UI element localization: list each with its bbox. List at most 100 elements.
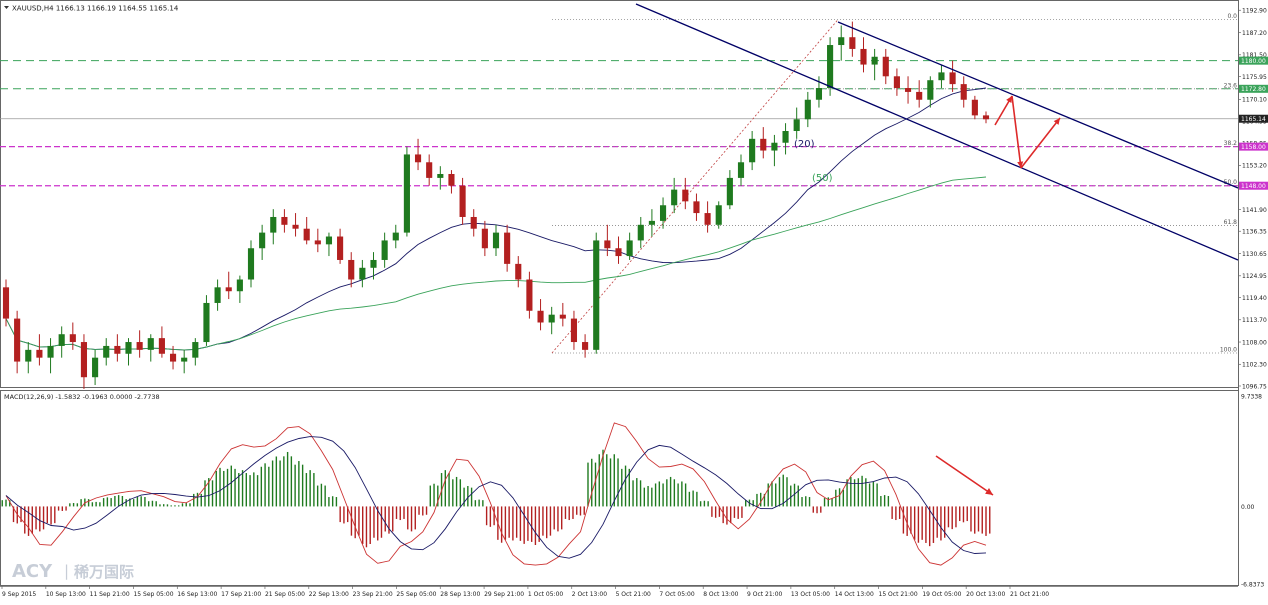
candle-body [537, 310, 544, 323]
channel-lower-line [635, 3, 1239, 261]
fib-level-label: 61.8 [1224, 219, 1238, 226]
candle [437, 166, 444, 190]
candle [938, 64, 945, 89]
candle-body [203, 302, 210, 343]
price-tag-label: 1165.14 [1241, 116, 1266, 123]
candle-body [559, 314, 566, 319]
candle [426, 154, 433, 186]
candle [69, 322, 76, 350]
candle [715, 201, 722, 229]
chart-menu-triangle-icon[interactable] [4, 6, 9, 9]
x-tick-label: 21 Oct 21:00 [1010, 591, 1049, 598]
candle-body [348, 259, 355, 280]
watermark-brand: ACY [12, 561, 53, 582]
candle-body [526, 279, 533, 311]
x-tick-label: 9 Sep 2015 [2, 591, 36, 598]
candle [80, 334, 88, 389]
candle-body [259, 232, 266, 249]
x-tick-label: 8 Oct 13:00 [703, 591, 738, 598]
candle [203, 295, 210, 346]
x-tick-label: 7 Oct 05:00 [659, 591, 694, 598]
candle [492, 224, 500, 257]
candle-body [760, 138, 767, 151]
x-tick-label: 22 Sep 13:00 [309, 591, 349, 598]
y-tick-label: 1141.90 [1242, 207, 1267, 214]
candle [481, 220, 488, 257]
candle-body [214, 287, 221, 303]
candle [470, 209, 477, 237]
candle [337, 228, 344, 264]
time-x-axis: 9 Sep 2015 10 Sep 13:00 11 Sep 21:00 15 Sep… [0, 586, 1238, 598]
candle [303, 216, 310, 245]
candle-body [515, 263, 522, 280]
candle [682, 177, 689, 210]
candle-body [604, 240, 611, 249]
candle-body [570, 318, 578, 343]
acy-watermark-logo: ACY | 稀万国际 [12, 561, 134, 582]
candle [281, 209, 288, 233]
candle-body [626, 240, 633, 257]
candle [169, 345, 177, 370]
candle-body [25, 349, 32, 362]
candle [637, 216, 644, 249]
candle-body [782, 131, 789, 143]
candle [537, 299, 544, 331]
candle-body [860, 48, 867, 65]
candle-body [715, 205, 722, 225]
x-tick-label: 2 Oct 13:00 [572, 591, 607, 598]
x-tick-label: 11 Sep 21:00 [90, 591, 130, 598]
x-tick-label: 5 Oct 21:00 [616, 591, 651, 598]
macd-y-tick-label: 9.7338 [1241, 394, 1262, 401]
candle-body [426, 162, 433, 178]
price-axis-bg [1239, 0, 1268, 601]
candle [804, 91, 811, 128]
candle [325, 232, 333, 257]
candle [648, 209, 655, 237]
candle [292, 213, 299, 237]
candle [570, 310, 578, 350]
candle [749, 131, 756, 171]
candle-body [448, 173, 455, 186]
candle-body [92, 357, 99, 378]
candle [893, 68, 900, 96]
candle-body [637, 224, 644, 241]
candle [359, 259, 366, 288]
y-tick-label: 1187.20 [1242, 30, 1267, 37]
x-tick-label: 23 Sep 21:00 [353, 591, 393, 598]
candle-body [904, 88, 912, 92]
candle [181, 349, 188, 374]
candle-body [2, 287, 10, 319]
y-tick-label: 1096.75 [1242, 383, 1267, 390]
candle [916, 80, 923, 108]
y-tick-label: 1175.95 [1242, 74, 1267, 81]
candle [793, 107, 800, 139]
macd-signal-line [5, 436, 987, 559]
candle [414, 138, 422, 171]
x-tick-label: 21 Sep 05:00 [265, 591, 305, 598]
price-tag-label: 1148.00 [1241, 183, 1266, 190]
candle [548, 306, 555, 335]
candle-body [392, 232, 399, 241]
x-tick-label: 9 Oct 21:00 [747, 591, 782, 598]
candle-body [615, 248, 622, 257]
candle-body [893, 76, 900, 89]
candle-body [960, 84, 967, 100]
candle [314, 228, 321, 253]
macd-indicator: 9.7338 0.00 -6.8373 [1, 394, 1264, 589]
candle [882, 48, 889, 85]
candle [693, 193, 700, 221]
candle-body [158, 338, 165, 354]
candle-body [548, 314, 555, 323]
x-tick-label: 1 Oct 05:00 [528, 591, 563, 598]
candle [236, 275, 243, 303]
ma20-label: (20) [794, 139, 815, 150]
candle [582, 334, 589, 358]
price-tag-box [1239, 181, 1268, 190]
y-tick-label: 1170.10 [1242, 97, 1267, 104]
candle-body [103, 345, 110, 358]
descending-channel [635, 3, 1239, 261]
y-tick-label: 1192.90 [1242, 8, 1267, 15]
candle-body [938, 72, 945, 81]
candle [25, 342, 32, 374]
